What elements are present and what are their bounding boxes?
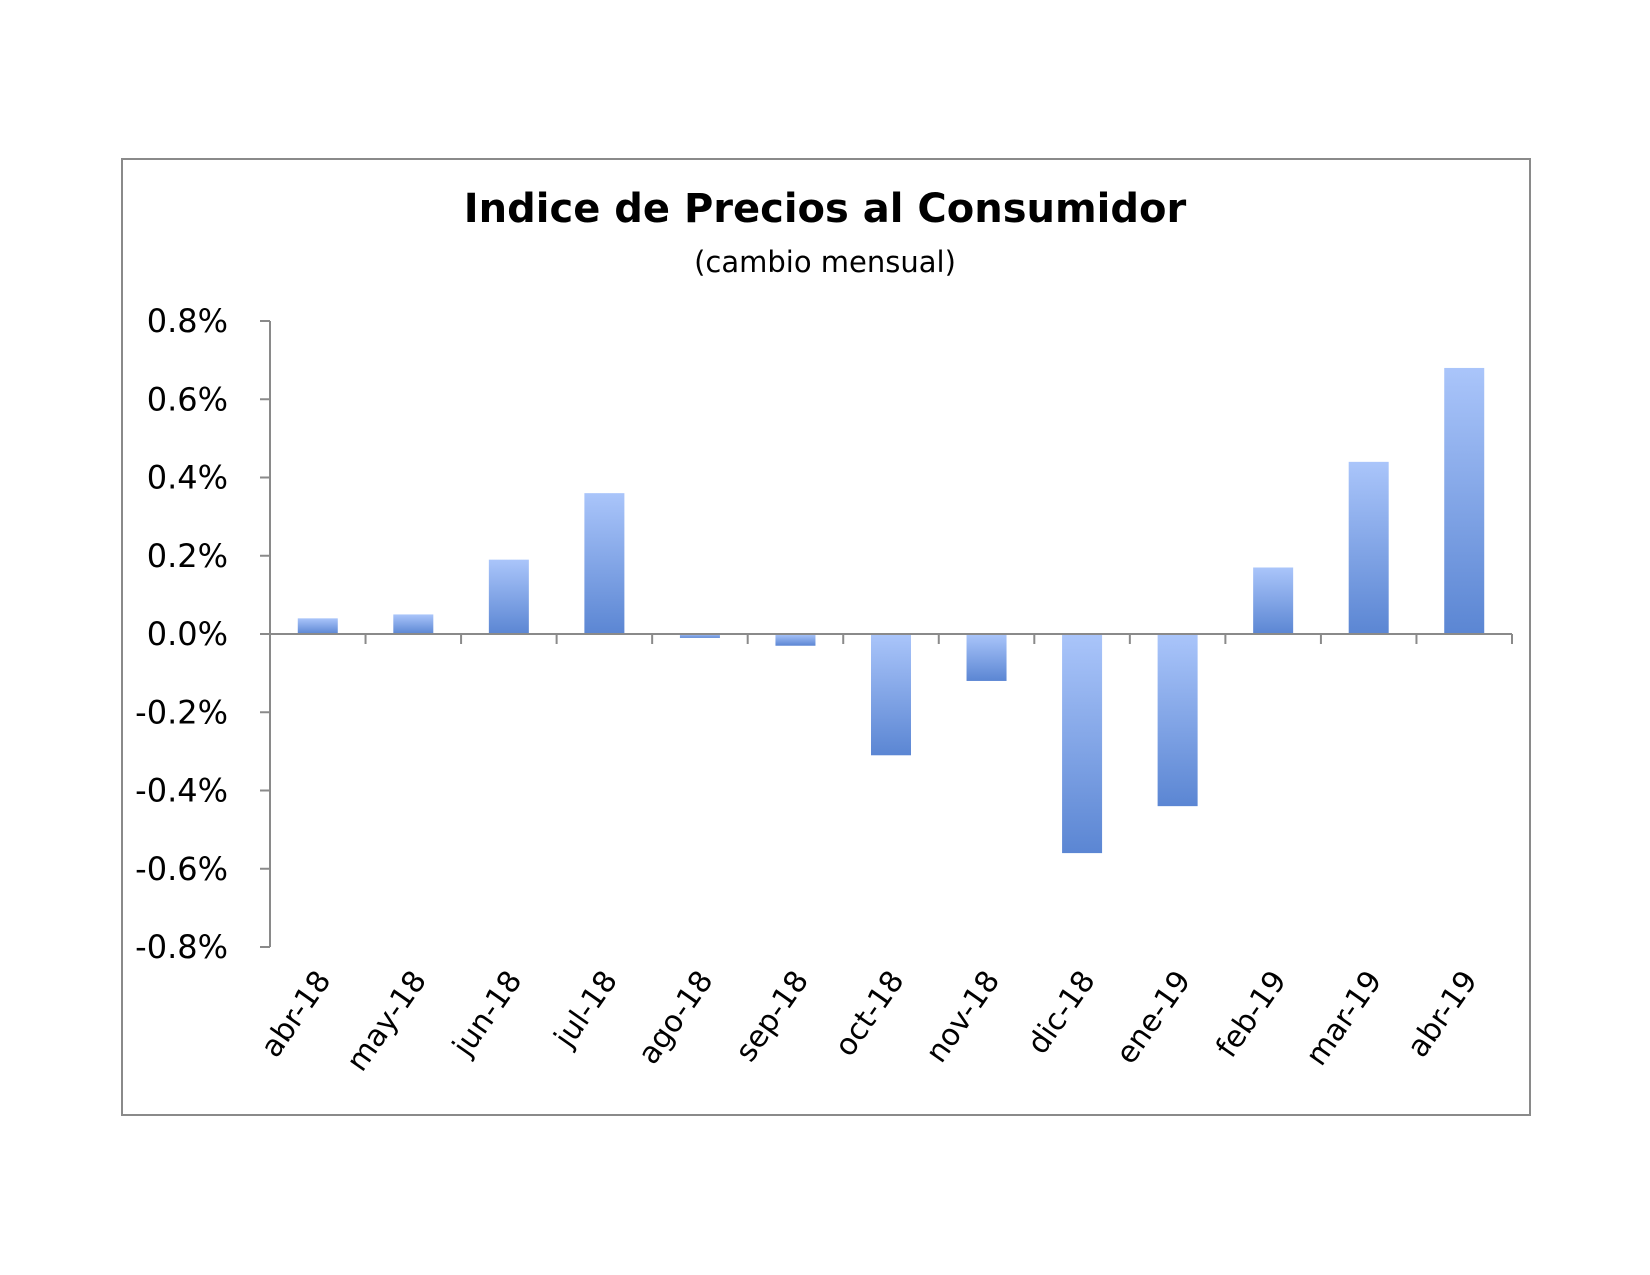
- bar-mar-19: [1348, 461, 1389, 634]
- chart-subtitle: (cambio mensual): [694, 245, 956, 279]
- bar-jul-18: [584, 493, 625, 634]
- y-tick-label: 0.4%: [147, 459, 228, 497]
- x-tick-label: may-18: [340, 965, 434, 1078]
- x-tick-label: nov-18: [919, 965, 1007, 1070]
- y-tick-label: 0.8%: [147, 302, 228, 340]
- x-tick-label: feb-19: [1209, 965, 1293, 1065]
- y-tick-label: -0.2%: [135, 693, 228, 731]
- x-tick-label: dic-18: [1021, 965, 1103, 1061]
- y-tick-label: -0.4%: [135, 772, 228, 810]
- x-tick-label: mar-19: [1299, 965, 1389, 1073]
- bar-sep-18: [775, 634, 816, 646]
- bar-feb-19: [1253, 567, 1294, 634]
- bar-nov-18: [966, 634, 1007, 681]
- chart-frame: [121, 158, 1531, 1116]
- x-tick-label: jul-18: [547, 965, 625, 1055]
- bar-oct-18: [871, 634, 911, 756]
- y-tick-label: 0.2%: [147, 537, 228, 575]
- y-tick-label: -0.6%: [135, 850, 228, 888]
- y-tick-label: 0.6%: [147, 380, 228, 418]
- x-tick-label: abr-19: [1401, 965, 1485, 1064]
- x-tick-label: ago-18: [631, 965, 720, 1071]
- chart-title: Indice de Precios al Consumidor: [464, 186, 1187, 232]
- y-tick-label: 0.0%: [147, 615, 228, 653]
- bar-ene-19: [1157, 634, 1198, 807]
- x-tick-label: ene-19: [1109, 965, 1198, 1071]
- x-axis-labels: abr-18 may-18 jun-18 jul-18 ago-18 sep-18 oct-…: [254, 965, 1485, 1078]
- x-axis: [269, 633, 1513, 644]
- bar-jun-18: [488, 559, 529, 634]
- y-axis-ticks: 0.8% 0.6% 0.4% 0.2% 0.0% -0.2% -0.4% -0.6% -0.8%: [135, 302, 271, 966]
- x-tick-label: oct-18: [828, 965, 912, 1063]
- bar-abr-19: [1444, 367, 1485, 634]
- bar-may-18: [393, 614, 434, 634]
- x-tick-label: jun-18: [445, 965, 529, 1064]
- y-tick-label: -0.8%: [135, 928, 228, 966]
- bar-abr-18: [297, 618, 338, 634]
- bar-series: [297, 367, 1485, 854]
- bar-dic-18: [1062, 634, 1103, 854]
- x-tick-label: sep-18: [729, 965, 816, 1069]
- x-tick-label: abr-18: [254, 965, 338, 1064]
- bar-ago-18: [679, 634, 720, 638]
